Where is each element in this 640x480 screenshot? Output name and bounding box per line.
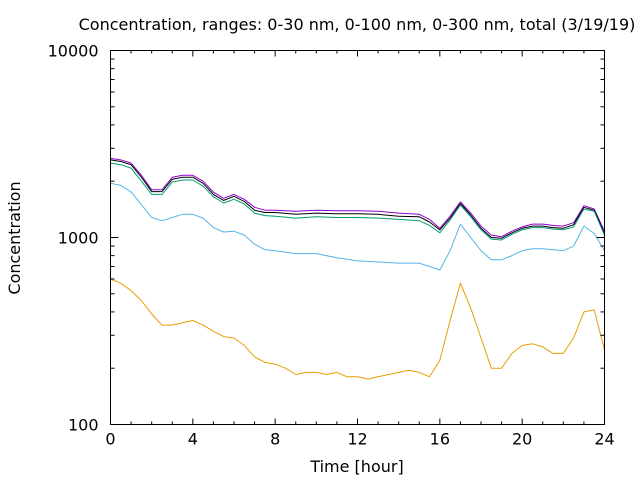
series-layer: [110, 157, 605, 380]
x-axis-label: Time [hour]: [309, 457, 403, 476]
y-axis-label: Concentration: [5, 181, 24, 294]
plot-frame: [110, 50, 605, 425]
chart-title: Concentration, ranges: 0-30 nm, 0-100 nm…: [79, 15, 636, 34]
y-tick-label: 1000: [58, 229, 99, 248]
ticks-layer: 0 4 8 12 16 20 24 100 1000 10000: [48, 42, 615, 449]
x-tick-label: 12: [347, 430, 367, 449]
x-tick-label: 0: [105, 430, 115, 449]
series-line-5: [110, 278, 605, 380]
x-tick-label: 24: [594, 430, 614, 449]
x-tick-label: 4: [188, 430, 198, 449]
y-tick-label: 100: [68, 416, 99, 435]
x-tick-label: 16: [430, 430, 450, 449]
x-tick-label: 8: [270, 430, 280, 449]
series-line-3: [110, 162, 605, 241]
y-tick-label: 10000: [48, 42, 99, 61]
x-tick-label: 20: [512, 430, 532, 449]
series-line-2: [110, 159, 605, 239]
series-line-4: [110, 182, 605, 271]
series-line-1: [110, 157, 605, 238]
